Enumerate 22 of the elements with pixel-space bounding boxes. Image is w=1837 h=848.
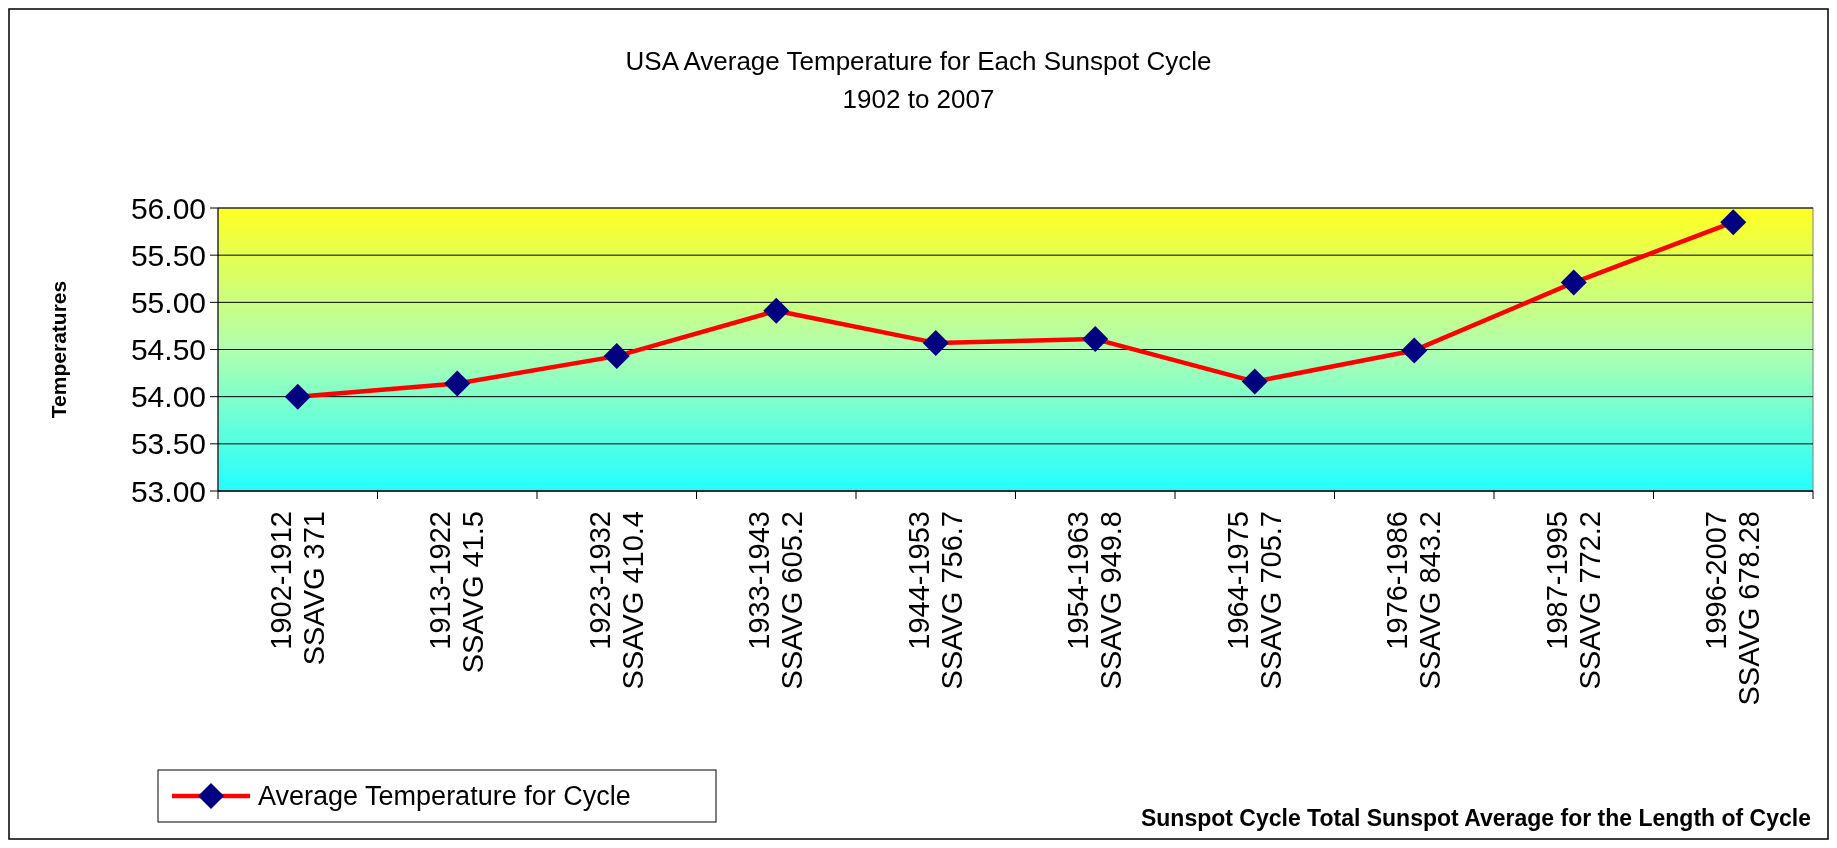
x-tick-label: 1996-2007 SSAVG 678.28 bbox=[1700, 511, 1766, 706]
legend-label: Average Temperature for Cycle bbox=[258, 781, 631, 812]
y-tick-label: 54.50 bbox=[130, 333, 206, 366]
y-tick-label: 56.00 bbox=[130, 191, 206, 225]
y-axis-title: Temperatures bbox=[47, 280, 70, 419]
x-tick-label: 1964-1975 SSAVG 705.7 bbox=[1221, 511, 1287, 690]
chart-title: USA Average Temperature for Each Sunspot Cycle bbox=[625, 46, 1212, 76]
x-tick-label: 1923-1932 SSAVG 410.4 bbox=[583, 511, 649, 690]
x-tick-label: 1987-1995 SSAVG 772.2 bbox=[1540, 511, 1606, 690]
y-tick-label: 53.50 bbox=[130, 427, 206, 461]
x-tick-label: 1954-1963 SSAVG 949.8 bbox=[1062, 511, 1128, 690]
y-tick-label: 54.00 bbox=[130, 380, 206, 414]
x-tick-label: 1944-1953 SSAVG 756.7 bbox=[902, 511, 968, 690]
chart-subtitle: 1902 to 2007 bbox=[842, 84, 995, 114]
y-tick-label: 55.00 bbox=[130, 285, 206, 319]
x-tick-label: 1902-1912 SSAVG 371 bbox=[264, 511, 330, 666]
x-axis-title: Sunspot Cycle Total Sunspot Average for the Length of Cycle bbox=[1140, 805, 1811, 831]
y-tick-label: 53.00 bbox=[130, 474, 206, 508]
y-tick-label: 55.50 bbox=[130, 238, 206, 272]
x-tick-label: 1976-1986 SSAVG 843.2 bbox=[1381, 511, 1447, 690]
x-tick-label: 1933-1943 SSAVG 605.2 bbox=[743, 511, 809, 690]
x-tick-label: 1913-1922 SSAVG 41.5 bbox=[424, 511, 490, 674]
